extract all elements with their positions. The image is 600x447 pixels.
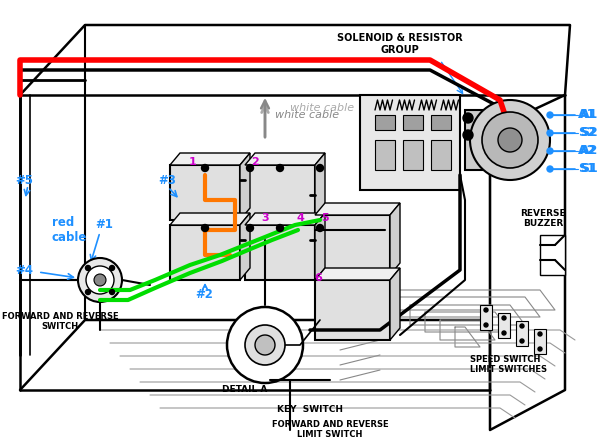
Circle shape: [227, 307, 303, 383]
Circle shape: [520, 324, 524, 328]
Text: KEY  SWITCH: KEY SWITCH: [277, 405, 343, 414]
Circle shape: [484, 308, 488, 312]
Circle shape: [277, 164, 284, 172]
Text: 2: 2: [251, 157, 259, 167]
Circle shape: [247, 224, 254, 232]
Polygon shape: [315, 153, 325, 220]
Circle shape: [484, 323, 488, 327]
Circle shape: [202, 224, 209, 232]
Text: #5: #5: [15, 173, 33, 186]
Text: #4: #4: [15, 263, 33, 277]
Text: S2: S2: [578, 127, 596, 139]
Text: 5: 5: [321, 213, 329, 223]
Circle shape: [317, 224, 323, 232]
Circle shape: [110, 290, 115, 295]
Bar: [403, 115, 423, 130]
Circle shape: [520, 339, 524, 343]
Text: white cable: white cable: [290, 103, 354, 113]
Text: A2: A2: [580, 144, 598, 157]
Circle shape: [482, 112, 538, 168]
Text: REVERSE
BUZZER: REVERSE BUZZER: [520, 209, 566, 228]
Text: #3: #3: [158, 173, 176, 186]
Polygon shape: [170, 213, 250, 225]
Text: 3: 3: [261, 213, 269, 223]
Polygon shape: [390, 203, 400, 275]
Circle shape: [110, 266, 115, 270]
Circle shape: [538, 347, 542, 351]
Polygon shape: [245, 153, 325, 165]
Circle shape: [502, 331, 506, 335]
Bar: [480, 305, 492, 330]
Circle shape: [547, 112, 553, 118]
Bar: [245, 225, 315, 280]
Polygon shape: [315, 203, 400, 215]
Bar: [170, 165, 240, 220]
Text: S2: S2: [580, 127, 598, 139]
Text: A1: A1: [578, 109, 596, 122]
Bar: [245, 165, 315, 220]
Text: red
cable: red cable: [52, 216, 88, 244]
Polygon shape: [170, 153, 250, 165]
Text: S1: S1: [580, 163, 598, 176]
Bar: [498, 313, 510, 338]
Bar: [540, 235, 565, 275]
Text: A2: A2: [578, 144, 596, 157]
Circle shape: [78, 258, 122, 302]
Circle shape: [547, 166, 553, 172]
Circle shape: [463, 113, 473, 123]
Text: 4: 4: [296, 213, 304, 223]
Circle shape: [547, 130, 553, 136]
Bar: [465, 110, 515, 170]
Bar: [431, 140, 451, 170]
Text: 6: 6: [314, 273, 322, 283]
Circle shape: [502, 316, 506, 320]
Polygon shape: [240, 153, 250, 220]
Text: FORWARD AND REVERSE
LIMIT SWITCH: FORWARD AND REVERSE LIMIT SWITCH: [272, 420, 388, 439]
Bar: [403, 140, 423, 170]
Polygon shape: [245, 213, 325, 225]
Polygon shape: [315, 213, 325, 280]
Text: A1: A1: [580, 109, 598, 122]
Bar: [170, 225, 240, 280]
Bar: [431, 115, 451, 130]
Text: FORWARD AND REVERSE
SWITCH: FORWARD AND REVERSE SWITCH: [2, 312, 118, 331]
Bar: [375, 115, 395, 130]
Text: #1: #1: [95, 219, 113, 232]
Bar: [315, 280, 390, 340]
Text: white cable: white cable: [275, 110, 339, 120]
Circle shape: [498, 128, 522, 152]
Bar: [516, 321, 528, 346]
Circle shape: [317, 164, 323, 172]
Circle shape: [538, 332, 542, 336]
Text: #2: #2: [195, 288, 213, 301]
Circle shape: [470, 100, 550, 180]
Bar: [360, 95, 460, 190]
Bar: [315, 215, 390, 275]
Polygon shape: [240, 213, 250, 280]
Text: SPEED SWITCH
LIMIT SWITCHES: SPEED SWITCH LIMIT SWITCHES: [470, 355, 547, 375]
Circle shape: [255, 335, 275, 355]
Circle shape: [85, 290, 91, 295]
Text: S1: S1: [578, 163, 596, 176]
Circle shape: [247, 164, 254, 172]
Text: DETAIL A: DETAIL A: [223, 385, 268, 394]
Circle shape: [547, 148, 553, 154]
Circle shape: [86, 266, 114, 294]
Text: 1: 1: [189, 157, 197, 167]
Circle shape: [94, 274, 106, 286]
Text: SOLENOID & RESISTOR
GROUP: SOLENOID & RESISTOR GROUP: [337, 34, 463, 55]
Circle shape: [463, 130, 473, 140]
Polygon shape: [315, 268, 400, 280]
Circle shape: [277, 224, 284, 232]
Circle shape: [245, 325, 285, 365]
Bar: [534, 329, 546, 354]
Bar: [375, 140, 395, 170]
Polygon shape: [390, 268, 400, 340]
Circle shape: [202, 164, 209, 172]
Circle shape: [85, 266, 91, 270]
